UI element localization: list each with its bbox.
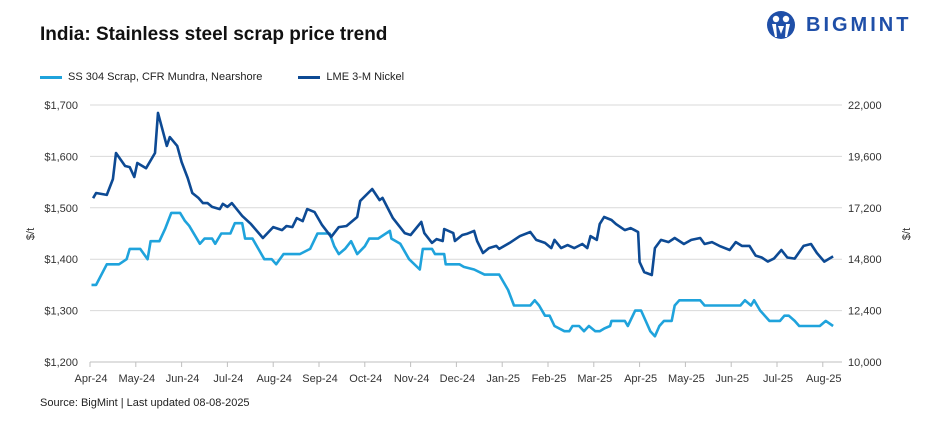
y-tick-label: $1,700 [44, 100, 78, 112]
x-tick-label: Jun-24 [166, 373, 200, 385]
x-tick-label: Apr-25 [624, 373, 657, 385]
legend-swatch [298, 75, 321, 79]
legend-label: LME 3-M Nickel [326, 71, 405, 83]
y-tick-label: $1,200 [44, 357, 78, 369]
legend-item-scrap: SS 304 Scrap, CFR Mundra, Nearshore [40, 71, 262, 83]
legend-swatch [40, 75, 62, 79]
y-tick-label: $1,600 [44, 151, 78, 163]
x-tick-label: May-25 [668, 373, 705, 385]
bigmint-logo: BIGMINT [764, 10, 911, 40]
y2-tick-label: 14,800 [848, 254, 882, 266]
y2-axis-label: $/t [901, 228, 913, 240]
x-tick-label: Nov-24 [394, 373, 429, 385]
y2-tick-label: 10,000 [848, 357, 882, 369]
x-tick-label: Dec-24 [440, 373, 475, 385]
y-axis-label: $/t [25, 228, 37, 240]
x-tick-label: Jul-25 [763, 373, 793, 385]
series-line-lme-nickel [91, 111, 834, 277]
legend-item-nickel: LME 3-M Nickel [298, 71, 404, 83]
legend: SS 304 Scrap, CFR Mundra, Nearshore LME … [40, 71, 404, 83]
x-tick-label: Oct-24 [349, 373, 382, 385]
x-tick-label: Feb-25 [532, 373, 567, 385]
logo-icon [767, 11, 795, 39]
x-tick-label: Jul-24 [213, 373, 243, 385]
logo-text: BIGMINT [806, 13, 912, 36]
y2-tick-label: 12,400 [848, 306, 882, 318]
series-line-ss304-scrap [91, 211, 834, 338]
y2-tick-label: 19,600 [848, 151, 882, 163]
source-note: Source: BigMint | Last updated 08-08-202… [40, 397, 250, 409]
x-tick-label: Jan-25 [486, 373, 520, 385]
chart-title: India: Stainless steel scrap price trend [40, 24, 388, 45]
y-tick-label: $1,300 [44, 306, 78, 318]
y2-tick-label: 17,200 [848, 203, 882, 215]
y-tick-label: $1,500 [44, 203, 78, 215]
y-tick-label: $1,400 [44, 254, 78, 266]
x-tick-label: Mar-25 [577, 373, 612, 385]
y2-tick-label: 22,000 [848, 100, 882, 112]
legend-label: SS 304 Scrap, CFR Mundra, Nearshore [68, 71, 263, 83]
x-tick-label: Sep-24 [302, 373, 337, 385]
x-tick-label: Jun-25 [715, 373, 749, 385]
x-tick-label: May-24 [118, 373, 155, 385]
x-tick-label: Aug-24 [256, 373, 291, 385]
x-tick-label: Apr-24 [74, 373, 107, 385]
x-tick-label: Aug-25 [806, 373, 841, 385]
